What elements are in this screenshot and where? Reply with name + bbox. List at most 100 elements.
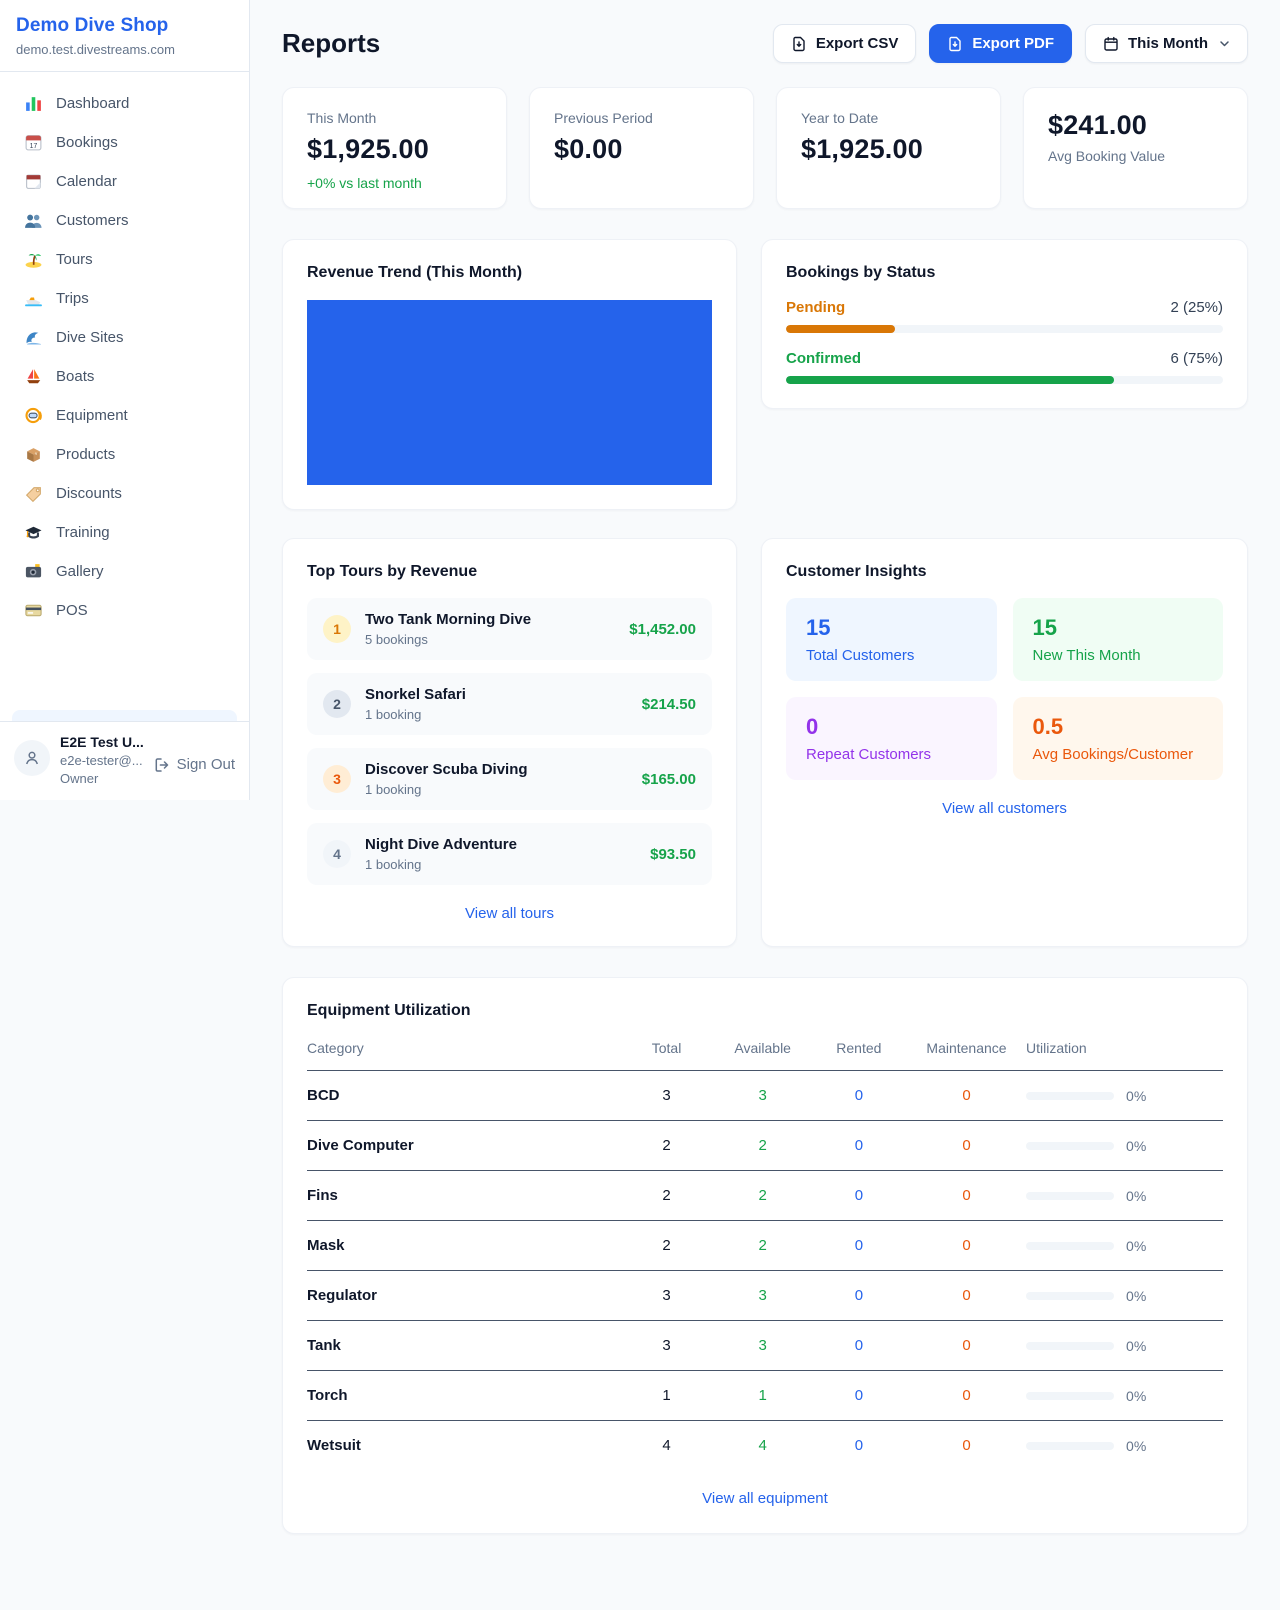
avatar: [14, 740, 50, 776]
stat-card-year-to-date: Year to Date $1,925.00: [776, 87, 1001, 209]
view-all-tours-link[interactable]: View all tours: [465, 905, 554, 922]
tour-row[interactable]: 1 Two Tank Morning Dive 5 bookings $1,45…: [307, 598, 712, 660]
table-row: BCD 3 3 0 0 0%: [307, 1070, 1223, 1121]
sidebar-item-label: Calendar: [56, 173, 117, 190]
cell-category: Fins: [307, 1170, 619, 1221]
sidebar-item-dive-sites[interactable]: Dive Sites: [12, 318, 237, 357]
charts-row: Revenue Trend (This Month) Bookings by S…: [282, 239, 1248, 510]
sign-out-label: Sign Out: [176, 756, 235, 773]
export-csv-button[interactable]: Export CSV: [772, 24, 917, 63]
utilization-bar: [1026, 1391, 1115, 1400]
sidebar-item-products[interactable]: Products: [12, 435, 237, 474]
sidebar-item-label: Equipment: [56, 407, 128, 424]
cell-maintenance: 0: [906, 1120, 1027, 1171]
bar-chart-icon: [24, 94, 43, 113]
sidebar-item-pos[interactable]: POS: [12, 591, 237, 630]
stat-value: $241.00: [1048, 110, 1147, 140]
tour-name: Two Tank Morning Dive: [365, 611, 532, 628]
logout-icon: [155, 757, 168, 772]
tile-total-customers: 15 Total Customers: [786, 598, 997, 681]
header-actions: Export CSV Export PDF This Month: [772, 24, 1248, 63]
insight-grid: 15 Total Customers 15 New This Month 0 R…: [786, 598, 1223, 780]
sidebar-item-tours[interactable]: Tours: [12, 240, 237, 279]
sidebar-nav: Dashboard 17 Bookings Calendar Customers…: [0, 72, 249, 721]
cell-category: BCD: [307, 1070, 619, 1121]
sidebar-item-bookings[interactable]: 17 Bookings: [12, 123, 237, 162]
cell-total: 4: [662, 1437, 671, 1454]
tour-bookings: 1 booking: [365, 782, 422, 797]
revenue-trend-card: Revenue Trend (This Month): [282, 239, 737, 510]
utilization-bar: [1026, 1291, 1115, 1300]
status-count: 2 (25%): [1170, 299, 1223, 316]
cell-category: Wetsuit: [307, 1437, 361, 1454]
table-row: Torch 1 1 0 0 0%: [307, 1370, 1223, 1421]
sidebar-item-calendar[interactable]: Calendar: [12, 162, 237, 201]
cell-total: 2: [618, 1170, 715, 1221]
utilization-percent: 0%: [1126, 1337, 1147, 1354]
sidebar-user-footer: E2E Test U... e2e-tester@... Owner Sign …: [0, 721, 249, 800]
credit-card-icon: [24, 601, 43, 620]
utilization-bar: [1026, 1241, 1115, 1250]
stat-label: Avg Booking Value: [1048, 148, 1166, 164]
sidebar-item-trips[interactable]: Trips: [12, 279, 237, 318]
table-row: Wetsuit 4 4 0 0 0%: [307, 1421, 1223, 1471]
cell-category: Dive Computer: [307, 1120, 619, 1171]
sidebar-item-equipment[interactable]: Equipment: [12, 396, 237, 435]
utilization-bar: [1026, 1091, 1115, 1100]
rank-badge: 1: [323, 615, 351, 643]
tour-row[interactable]: 2 Snorkel Safari 1 booking $214.50: [307, 673, 712, 735]
island-icon: [24, 250, 43, 269]
sidebar-item-reports-partial[interactable]: [12, 710, 237, 721]
cell-available: 3: [714, 1320, 811, 1371]
user-name: E2E Test U...: [60, 734, 144, 750]
cell-total: 2: [618, 1120, 715, 1171]
status-bar-track: [786, 376, 1223, 384]
view-all-customers-link[interactable]: View all customers: [942, 800, 1067, 817]
sidebar-header: Demo Dive Shop demo.test.divestreams.com: [0, 0, 249, 72]
cell-maintenance: 0: [906, 1170, 1027, 1221]
sidebar-item-gallery[interactable]: Gallery: [12, 552, 237, 591]
utilization-percent: 0%: [1126, 1137, 1147, 1154]
sidebar-item-label: Training: [56, 524, 110, 541]
period-dropdown[interactable]: This Month: [1085, 24, 1248, 63]
sidebar-item-dashboard[interactable]: Dashboard: [12, 84, 237, 123]
customer-insights-card: Customer Insights 15 Total Customers 15 …: [761, 538, 1248, 947]
cell-category: Torch: [307, 1370, 619, 1421]
status-row-confirmed: Confirmed 6 (75%): [786, 350, 1223, 384]
tour-row[interactable]: 3 Discover Scuba Diving 1 booking $165.0…: [307, 748, 712, 810]
cell-available: 2: [714, 1120, 811, 1171]
cell-rented: 0: [854, 1437, 864, 1454]
utilization-percent: 0%: [1126, 1287, 1147, 1304]
sidebar-item-boats[interactable]: Boats: [12, 357, 237, 396]
export-pdf-label: Export PDF: [972, 35, 1055, 52]
cell-available: 2: [714, 1170, 811, 1221]
tour-row[interactable]: 4 Night Dive Adventure 1 booking $93.50: [307, 823, 712, 885]
sidebar-item-label: Discounts: [56, 485, 122, 502]
tile-label: New This Month: [1032, 647, 1141, 664]
stat-label: This Month: [307, 110, 377, 126]
sidebar-item-customers[interactable]: Customers: [12, 201, 237, 240]
equipment-table: Category Total Available Rented Maintena…: [307, 1028, 1223, 1470]
sidebar: Demo Dive Shop demo.test.divestreams.com…: [0, 0, 250, 800]
page-header: Reports Export CSV Export PDF This Month: [282, 24, 1248, 63]
export-pdf-button[interactable]: Export PDF: [929, 24, 1073, 63]
user-info: E2E Test U... e2e-tester@... Owner: [60, 734, 144, 786]
shop-name: Demo Dive Shop: [16, 15, 169, 36]
page-title: Reports: [282, 28, 381, 58]
stat-label: Previous Period: [554, 110, 653, 126]
cell-total: 3: [618, 1320, 715, 1371]
sidebar-item-label: Gallery: [56, 563, 104, 580]
tile-label: Total Customers: [806, 647, 915, 664]
table-row: Regulator 3 3 0 0 0%: [307, 1270, 1223, 1321]
cell-available: 3: [714, 1270, 811, 1321]
cell-maintenance: 0: [962, 1437, 971, 1454]
cell-available: 2: [714, 1220, 811, 1271]
sidebar-item-label: Dive Sites: [56, 329, 124, 346]
column-header: Category: [307, 1028, 619, 1071]
cell-rented: 0: [810, 1170, 907, 1221]
view-all-equipment-link[interactable]: View all equipment: [702, 1490, 828, 1507]
stat-card-avg-booking-value: $241.00 Avg Booking Value: [1023, 87, 1248, 209]
sidebar-item-discounts[interactable]: Discounts: [12, 474, 237, 513]
sidebar-item-training[interactable]: Training: [12, 513, 237, 552]
sign-out-button[interactable]: Sign Out: [154, 756, 235, 773]
